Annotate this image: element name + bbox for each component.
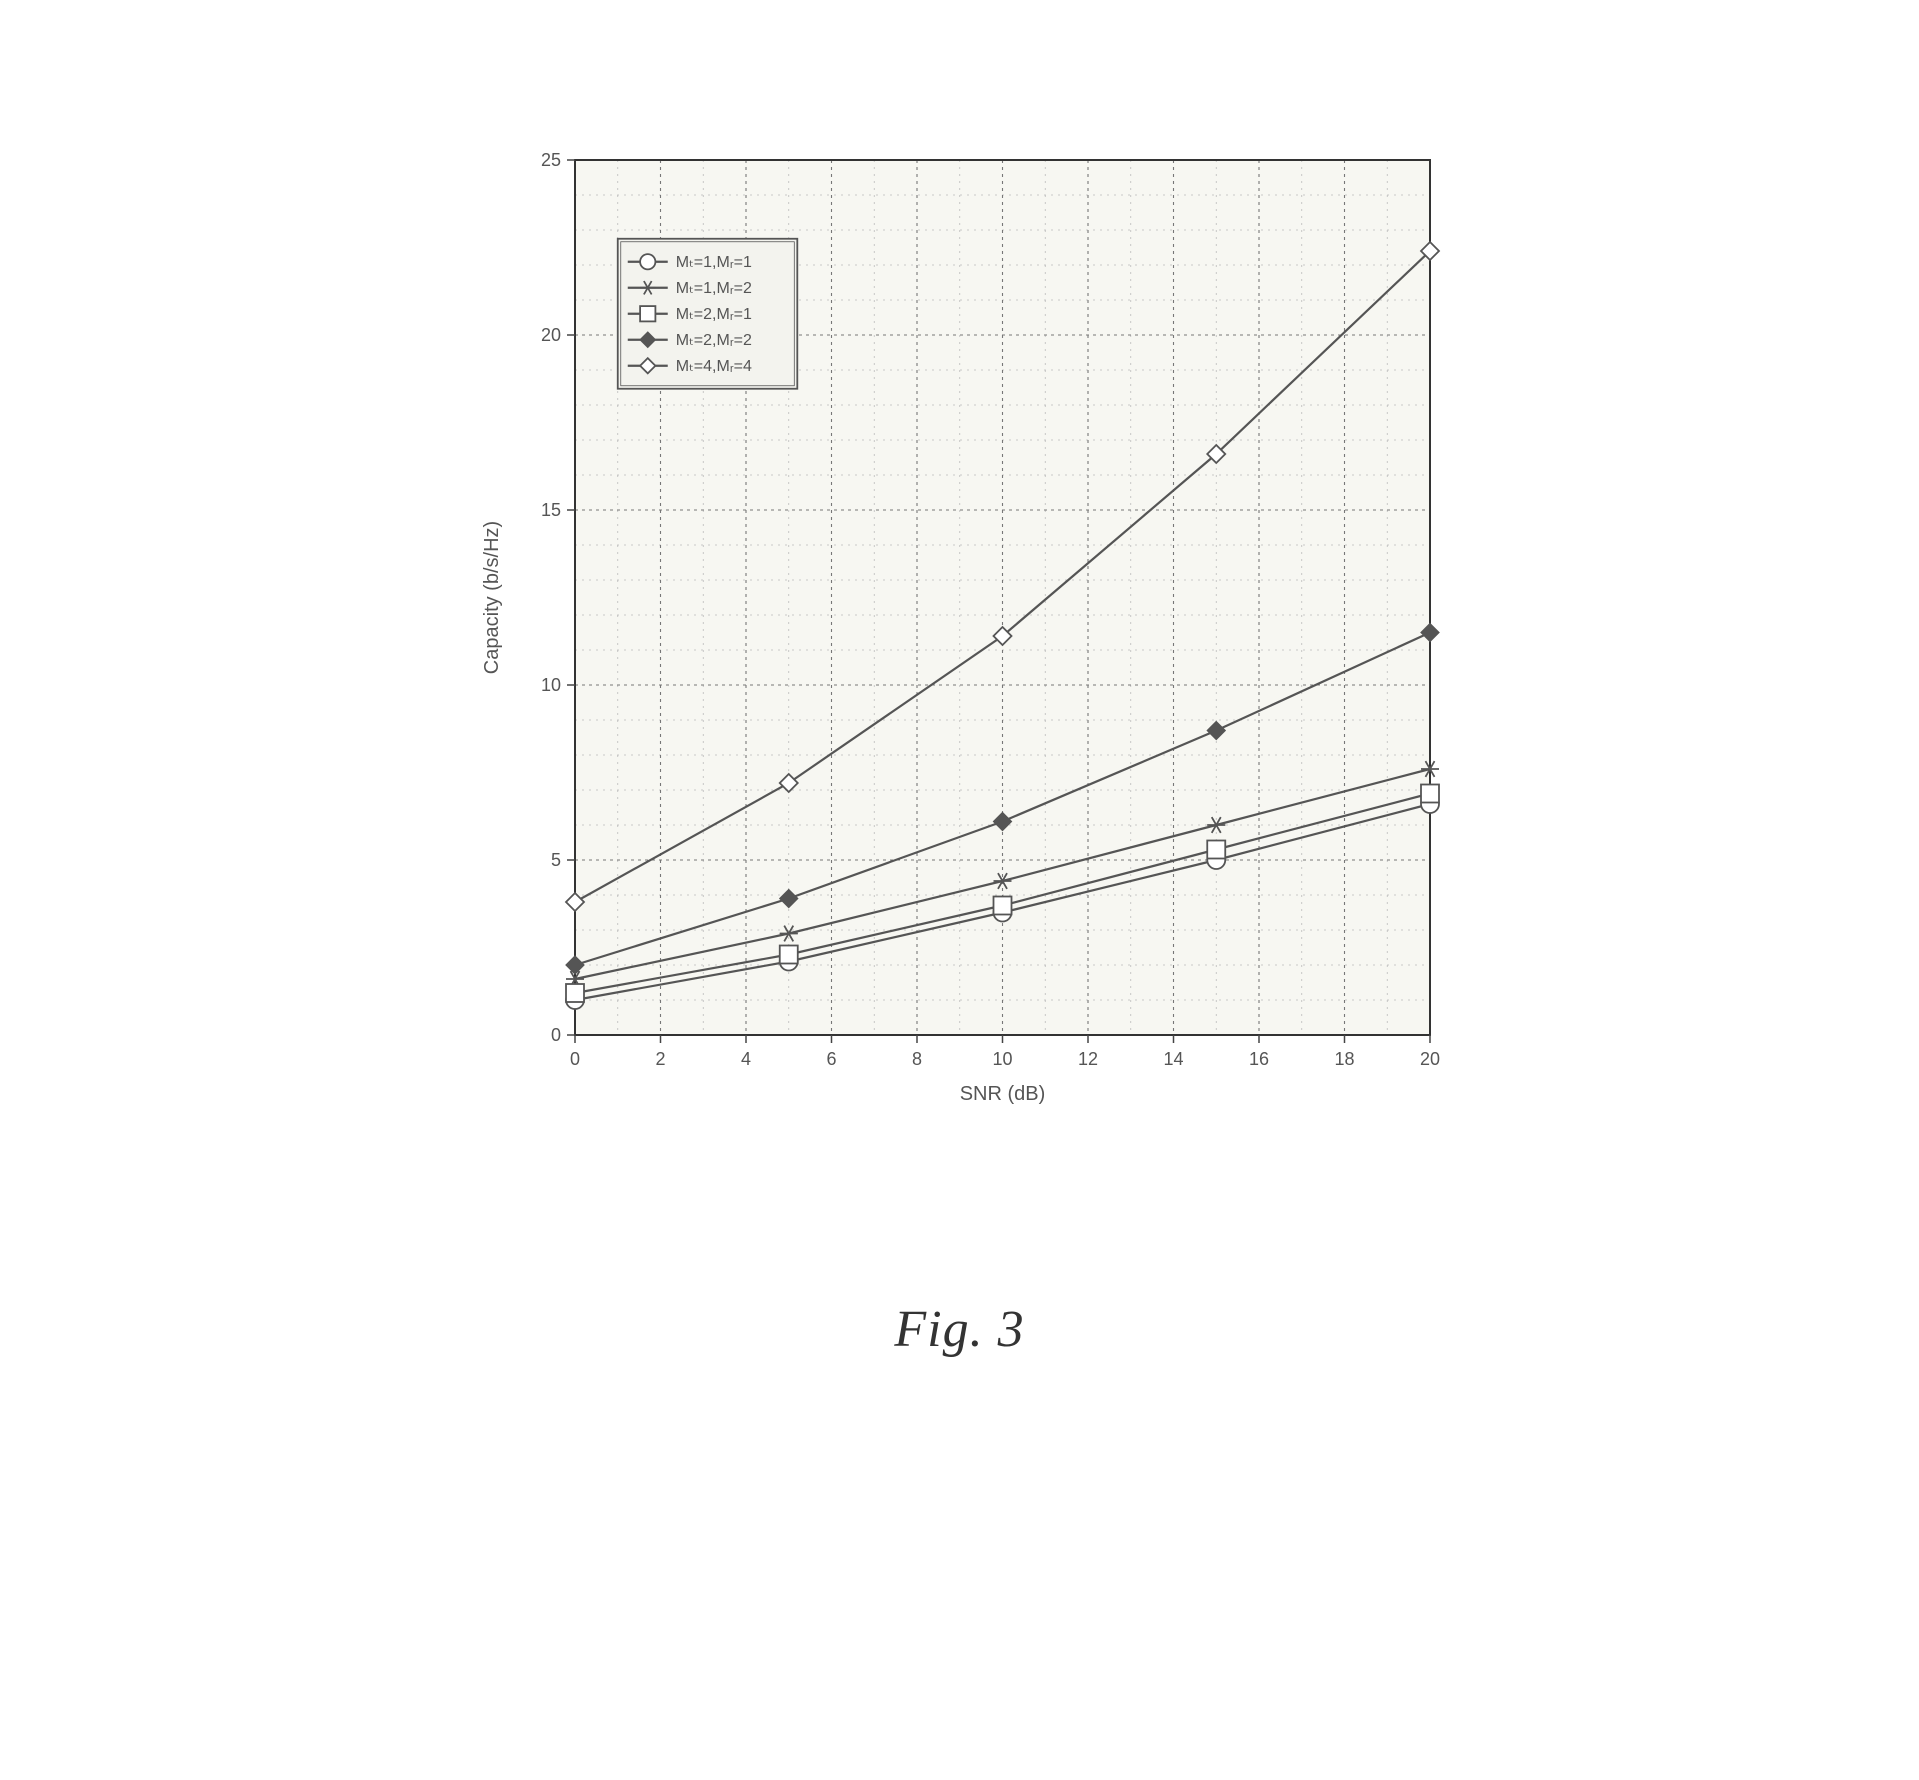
figure-caption: Fig. 3 — [0, 1300, 1919, 1359]
svg-text:Mₜ=4,Mᵣ=4: Mₜ=4,Mᵣ=4 — [676, 358, 752, 375]
svg-text:SNR (dB): SNR (dB) — [960, 1083, 1046, 1105]
page: 0 2 4 6 8 10 12 14 16 18 20 0 5 10 15 20 25 SNR (dB) Capac… — [0, 0, 1919, 1780]
svg-text:16: 16 — [1249, 1049, 1269, 1069]
svg-text:15: 15 — [541, 500, 561, 520]
svg-text:Mₜ=2,Mᵣ=1: Mₜ=2,Mᵣ=1 — [676, 306, 752, 323]
svg-text:5: 5 — [551, 850, 561, 870]
svg-text:18: 18 — [1334, 1049, 1354, 1069]
svg-text:10: 10 — [992, 1049, 1012, 1069]
svg-text:4: 4 — [741, 1049, 751, 1069]
svg-text:Mₜ=2,Mᵣ=2: Mₜ=2,Mᵣ=2 — [676, 332, 752, 349]
svg-text:Mₜ=1,Mᵣ=1: Mₜ=1,Mᵣ=1 — [676, 254, 752, 271]
svg-text:0: 0 — [551, 1025, 561, 1045]
capacity-vs-snr-chart: 0 2 4 6 8 10 12 14 16 18 20 0 5 10 15 20 25 SNR (dB) Capac… — [460, 130, 1460, 1130]
svg-text:6: 6 — [826, 1049, 836, 1069]
svg-text:Capacity (b/s/Hz): Capacity (b/s/Hz) — [481, 521, 503, 674]
svg-text:12: 12 — [1078, 1049, 1098, 1069]
svg-text:Mₜ=1,Mᵣ=2: Mₜ=1,Mᵣ=2 — [676, 280, 752, 297]
svg-text:20: 20 — [1420, 1049, 1440, 1069]
svg-text:14: 14 — [1163, 1049, 1183, 1069]
svg-text:20: 20 — [541, 325, 561, 345]
svg-text:8: 8 — [912, 1049, 922, 1069]
chart-svg: 0 2 4 6 8 10 12 14 16 18 20 0 5 10 15 20 25 SNR (dB) Capac… — [460, 130, 1460, 1130]
svg-text:2: 2 — [655, 1049, 665, 1069]
svg-text:10: 10 — [541, 675, 561, 695]
svg-text:0: 0 — [570, 1049, 580, 1069]
svg-text:25: 25 — [541, 150, 561, 170]
